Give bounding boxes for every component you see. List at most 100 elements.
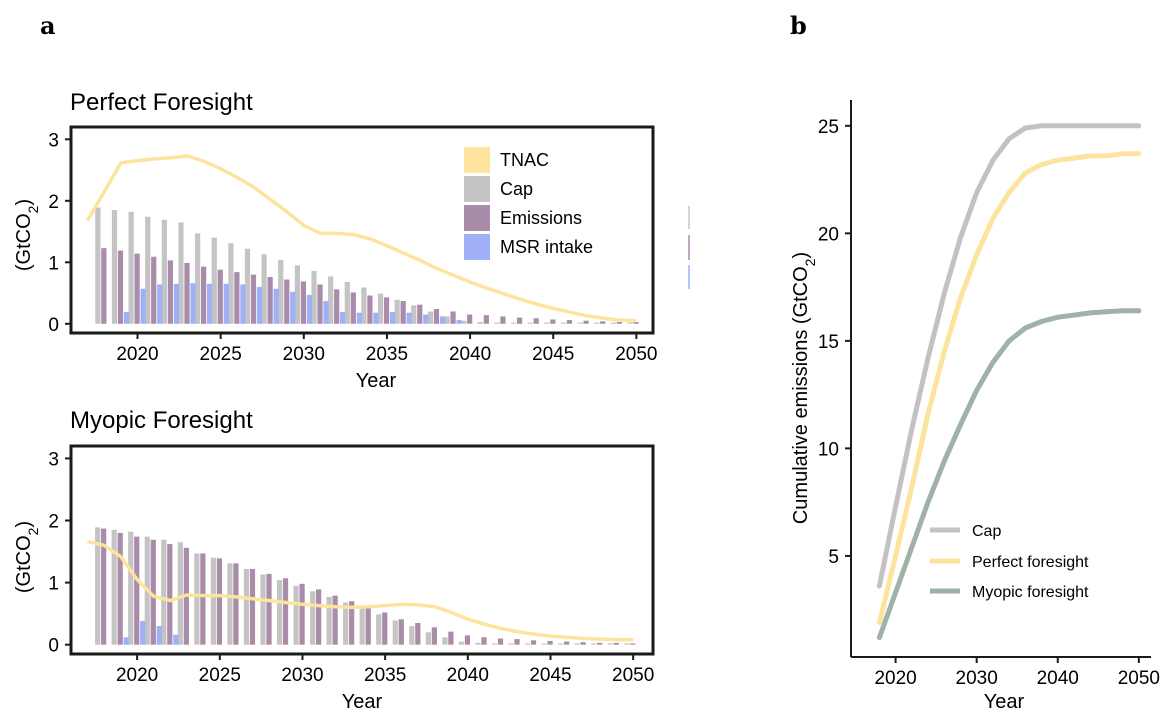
y-tick-label-15: 15 (818, 332, 839, 353)
bar-msr-intake-2022 (173, 283, 179, 324)
bar-emissions-2018 (101, 248, 107, 324)
bar-msr-intake-2019 (123, 312, 130, 324)
bar-cap-2039 (444, 316, 450, 324)
bar-cap-2035 (376, 614, 382, 645)
bar-cap-2018 (95, 527, 101, 645)
bar-emissions-2038 (431, 627, 437, 645)
bar-emissions-2026 (234, 272, 240, 324)
bar-msr-intake-2030 (306, 294, 312, 324)
bar-cap-2029 (278, 259, 284, 324)
bar-msr-intake-2038 (439, 316, 446, 324)
bar-emissions-2040 (464, 635, 471, 645)
x-tick-label-2045: 2045 (532, 344, 574, 365)
bar-emissions-2041 (481, 637, 487, 645)
bar-cap-2018 (95, 207, 101, 324)
bar-cap-2042 (491, 643, 498, 645)
y-tick-label-3: 3 (48, 130, 59, 151)
bar-emissions-2036 (398, 619, 404, 645)
bar-cap-2033 (344, 281, 350, 324)
legend-label-emissions: Emissions (500, 208, 582, 228)
bar-emissions-2034 (365, 606, 371, 645)
bar-cap-2047 (577, 322, 583, 324)
bar-cap-2024 (195, 233, 201, 324)
legend-label-tnac: TNAC (500, 150, 549, 170)
bar-emissions-2022 (167, 544, 173, 645)
bar-emissions-2048 (600, 321, 606, 324)
y-tick-label-2: 2 (48, 192, 59, 213)
bar-cap-2031 (310, 591, 316, 645)
legend-label-perfect: Perfect foresight (972, 554, 1089, 571)
line-myopic-foresight (876, 308, 1142, 641)
bar-cap-2025 (210, 557, 217, 645)
bar-emissions-2026 (233, 563, 239, 645)
bar-emissions-2034 (367, 295, 373, 324)
x-tick-label-2050: 2050 (612, 665, 654, 686)
x-axis-label: Year (984, 691, 1025, 713)
bar-cap-2048 (594, 322, 600, 324)
panel-label-a: a (40, 11, 56, 40)
bar-cap-2034 (359, 608, 365, 645)
bar-msr-intake-2028 (273, 288, 279, 324)
bar-emissions-2043 (516, 317, 523, 324)
x-tick-label-2040: 2040 (449, 344, 491, 365)
bar-emissions-2024 (200, 553, 206, 645)
x-tick-label-2035: 2035 (366, 344, 408, 365)
bar-emissions-2020 (134, 253, 140, 324)
bar-emissions-2033 (349, 601, 355, 645)
bar-cap-2025 (211, 237, 217, 324)
bar-emissions-2027 (250, 274, 257, 324)
tnac-line (87, 539, 634, 642)
bar-cap-2027 (243, 568, 250, 645)
bar-emissions-2029 (284, 279, 290, 324)
bar-msr-intake-2019 (123, 637, 129, 645)
bar-msr-intake-2034 (373, 312, 379, 324)
y-tick-label-5: 5 (828, 547, 839, 568)
x-tick-label-2035: 2035 (364, 665, 406, 686)
plot-frame (69, 444, 655, 656)
bar-cap-2019 (111, 210, 118, 324)
cumulative-emissions-chart: Year Cumulative emissions (GtCO2) 2020 20… (790, 100, 1160, 713)
bar-emissions-2037 (417, 304, 423, 324)
bar-emissions-2024 (201, 266, 207, 324)
bar-emissions-2035 (383, 297, 390, 324)
bar-msr-intake-2032 (340, 312, 346, 324)
bar-emissions-2050 (633, 321, 639, 324)
bar-cap-2032 (326, 596, 332, 645)
bar-cap-2045 (544, 322, 550, 324)
bar-cap-2040 (461, 320, 467, 324)
bar-msr-intake-2036 (406, 312, 412, 324)
bar-emissions-2037 (415, 622, 421, 645)
bar-cap-2037 (411, 305, 417, 324)
bar-cap-2028 (260, 574, 266, 645)
x-tick-label-2040: 2040 (1037, 668, 1079, 689)
bar-cap-2030 (294, 265, 300, 324)
bar-cap-2040 (458, 641, 465, 645)
bar-emissions-2025 (217, 269, 223, 324)
x-tick-label-2020: 2020 (116, 344, 158, 365)
bar-msr-intake-2029 (290, 291, 296, 324)
panel-label-b: b (790, 11, 807, 40)
y-axis-label: Cumulative emissions (GtCO2) (790, 252, 818, 524)
bar-cap-2043 (510, 322, 517, 324)
bar-emissions-2038 (433, 309, 440, 324)
bar-cap-2050 (624, 643, 630, 645)
x-axis-label: Year (342, 691, 383, 713)
bar-emissions-2047 (583, 320, 589, 324)
x-tick-label-2020: 2020 (874, 668, 916, 689)
bar-cap-2026 (227, 563, 233, 645)
x-tick-label-2020: 2020 (116, 665, 158, 686)
bar-cap-2046 (560, 322, 567, 324)
legend: TNAC Cap Emissions MSR intake (464, 147, 593, 260)
bar-msr-intake-2031 (323, 301, 329, 324)
y-tick-label-0: 0 (48, 315, 59, 336)
bar-cap-2042 (494, 322, 500, 324)
bar-emissions-2032 (332, 595, 338, 645)
bar-cap-2046 (558, 643, 564, 645)
legend-swatch-cap (464, 176, 490, 202)
bar-cap-2049 (607, 643, 613, 645)
bar-emissions-2033 (350, 292, 356, 324)
bar-msr-intake-2033 (356, 312, 362, 324)
legend: Cap Perfect foresight Myopic foresight (930, 523, 1089, 601)
bar-emissions-2046 (564, 641, 570, 645)
chart-title: Myopic Foresight (70, 407, 253, 434)
